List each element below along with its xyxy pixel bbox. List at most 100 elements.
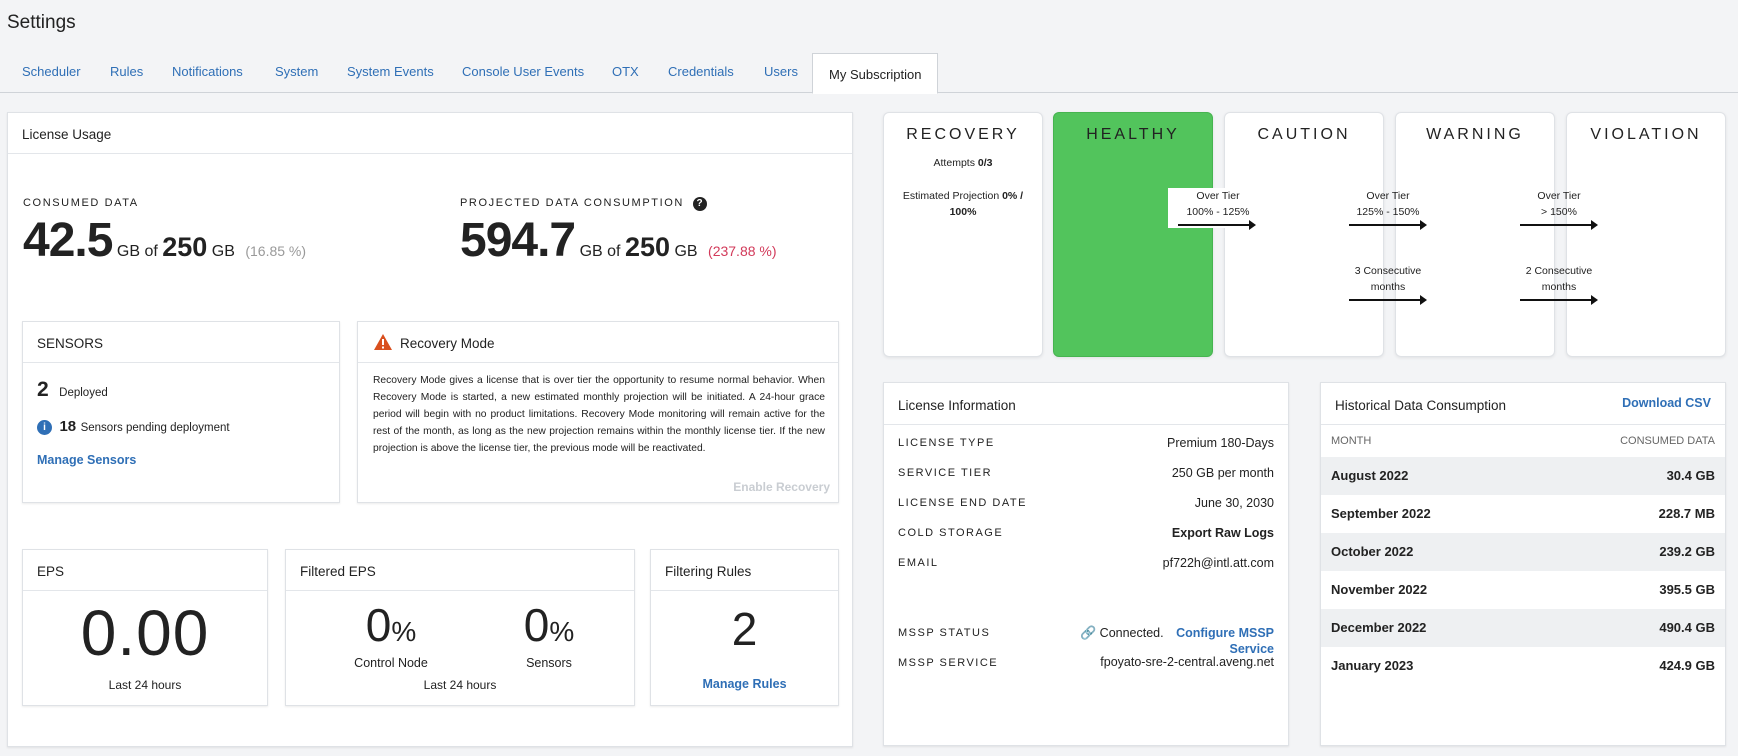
transition-label-caution-warning-months: 3 Consecutive months (1338, 263, 1438, 295)
tab-console-user-events[interactable]: Console User Events (462, 64, 585, 79)
transition-backdrop (1168, 188, 1254, 228)
warning-icon (374, 334, 392, 350)
projected-limit-unit: GB (674, 243, 698, 260)
attempts-value: 0/3 (977, 157, 993, 169)
license-type-label: LICENSE TYPE (898, 437, 995, 449)
configure-mssp-line2: Service (1229, 642, 1274, 656)
arrow-caution-warning-months (1349, 295, 1427, 305)
transition-line2: > 150% (1541, 206, 1577, 218)
transition-label-caution-warning: Over Tier 125% - 150% (1338, 188, 1438, 220)
consumed-limit-unit: GB (211, 243, 235, 260)
row-month: October 2022 (1331, 544, 1414, 559)
sensors-eps-number: 0 (523, 599, 550, 651)
tab-scheduler[interactable]: Scheduler (22, 64, 81, 79)
transition-line1: Over Tier (1537, 190, 1581, 202)
state-card-warning: WARNING (1395, 112, 1555, 357)
service-tier-label: SERVICE TIER (898, 467, 993, 479)
sensors-pending: i 18 Sensors pending deployment (37, 418, 230, 436)
sensors-title: SENSORS (23, 322, 339, 363)
transition-line1: 3 Consecutive (1354, 265, 1422, 277)
configure-mssp-line1: Configure MSSP (1176, 626, 1274, 640)
consumed-limit: 250 (162, 232, 208, 262)
configure-mssp-service-link[interactable]: Configure MSSP Service (1176, 625, 1274, 657)
license-information-title: License Information (884, 383, 1288, 425)
tab-system[interactable]: System (275, 64, 319, 79)
transition-line1: 2 Consecutive (1525, 265, 1593, 277)
tab-otx[interactable]: OTX (612, 64, 639, 79)
deployed-count: 2 (37, 378, 49, 401)
recovery-projection: Estimated Projection 0% / 100% (884, 188, 1042, 220)
mssp-service-value: fpoyato-sre-2-central.aveng.net (1100, 655, 1274, 669)
consumed-data-column-header: CONSUMED DATA (1620, 435, 1715, 447)
download-csv-link[interactable]: Download CSV (1622, 396, 1711, 410)
tab-rules[interactable]: Rules (110, 64, 144, 79)
eps-caption: Last 24 hours (108, 678, 182, 692)
table-row: August 2022 30.4 GB (1321, 457, 1725, 495)
license-end-date-value: June 30, 2030 (1194, 496, 1274, 510)
transition-line1: Over Tier (1196, 190, 1240, 202)
settings-tabs: Scheduler Rules Notifications System Sys… (0, 53, 1738, 94)
export-raw-logs-link[interactable]: Export Raw Logs (1171, 526, 1274, 540)
enable-recovery-button[interactable]: Enable Recovery (733, 480, 830, 494)
row-value: 228.7 MB (1658, 506, 1715, 521)
eps-title: EPS (23, 550, 267, 591)
historical-data-panel: Historical Data Consumption Download CSV… (1320, 382, 1726, 746)
sensors-deployed: 2 Deployed (37, 378, 108, 402)
projection-value-1: 0% / (1002, 190, 1024, 202)
license-usage-panel: License Usage CONSUMED DATA 42.5 GB of 2… (7, 112, 853, 747)
license-information-panel: License Information LICENSE TYPE Premium… (883, 382, 1289, 746)
eps-value: 0.00 (80, 597, 210, 669)
transition-line1: Over Tier (1366, 190, 1410, 202)
control-node-label: Control Node (354, 656, 428, 670)
row-value: 30.4 GB (1666, 468, 1715, 483)
license-usage-title: License Usage (8, 113, 852, 154)
month-column-header: MONTH (1331, 435, 1372, 447)
row-value: 395.5 GB (1659, 582, 1715, 597)
help-icon[interactable]: ? (692, 197, 707, 211)
transition-label-warning-violation-months: 2 Consecutive months (1509, 263, 1609, 295)
control-node-unit: % (391, 616, 417, 647)
tab-system-events[interactable]: System Events (347, 64, 434, 79)
manage-rules-link[interactable]: Manage Rules (702, 677, 787, 691)
state-card-recovery: RECOVERY Attempts 0/3 Estimated Projecti… (883, 112, 1043, 357)
sensors-eps-label: Sensors (526, 656, 572, 670)
arrow-warning-violation-months (1520, 295, 1598, 305)
tab-users[interactable]: Users (764, 64, 798, 79)
consumed-data-value: 42.5 GB of 250 GB (16.85 %) (23, 213, 306, 268)
attempts-label: Attempts (933, 157, 975, 169)
row-month: December 2022 (1331, 620, 1427, 635)
row-month: August 2022 (1331, 468, 1409, 483)
control-node-value: 0% (346, 598, 436, 652)
mssp-status-value: 🔗 Connected. (1080, 625, 1164, 641)
tab-credentials[interactable]: Credentials (668, 64, 734, 79)
state-title-violation: VIOLATION (1590, 126, 1702, 143)
table-row: September 2022 228.7 MB (1321, 495, 1725, 533)
recovery-attempts: Attempts 0/3 (884, 157, 1042, 169)
filtered-eps-caption: Last 24 hours (423, 678, 497, 692)
state-card-healthy: HEALTHY (1053, 112, 1213, 357)
page-title: Settings (7, 12, 76, 33)
deployed-label: Deployed (59, 387, 108, 399)
state-title-warning: WARNING (1426, 126, 1524, 143)
transition-line2: months (1541, 281, 1577, 293)
table-row: December 2022 490.4 GB (1321, 609, 1725, 647)
tab-my-subscription[interactable]: My Subscription (812, 53, 939, 94)
pending-count: 18 (59, 418, 77, 435)
sensors-eps-unit: % (549, 616, 575, 647)
recovery-mode-card: Recovery Mode Recovery Mode gives a lice… (357, 321, 839, 503)
projected-consumption-value: 594.7 GB of 250 GB (237.88 %) (460, 213, 777, 268)
projected-unit-of: GB of (579, 243, 621, 260)
historical-data-title: Historical Data Consumption (1321, 383, 1725, 425)
row-value: 424.9 GB (1659, 658, 1715, 673)
projected-amount: 594.7 (460, 214, 576, 267)
row-value: 490.4 GB (1659, 620, 1715, 635)
pending-label: Sensors pending deployment (80, 422, 230, 434)
mssp-status-label: MSSP STATUS (898, 627, 991, 639)
filtering-rules-count: 2 (731, 603, 758, 655)
table-row: November 2022 395.5 GB (1321, 571, 1725, 609)
arrow-warning-violation (1520, 220, 1598, 230)
manage-sensors-link[interactable]: Manage Sensors (37, 453, 137, 467)
state-title-recovery: RECOVERY (906, 126, 1020, 143)
projected-percent: (237.88 %) (708, 243, 777, 259)
tab-notifications[interactable]: Notifications (172, 64, 243, 79)
